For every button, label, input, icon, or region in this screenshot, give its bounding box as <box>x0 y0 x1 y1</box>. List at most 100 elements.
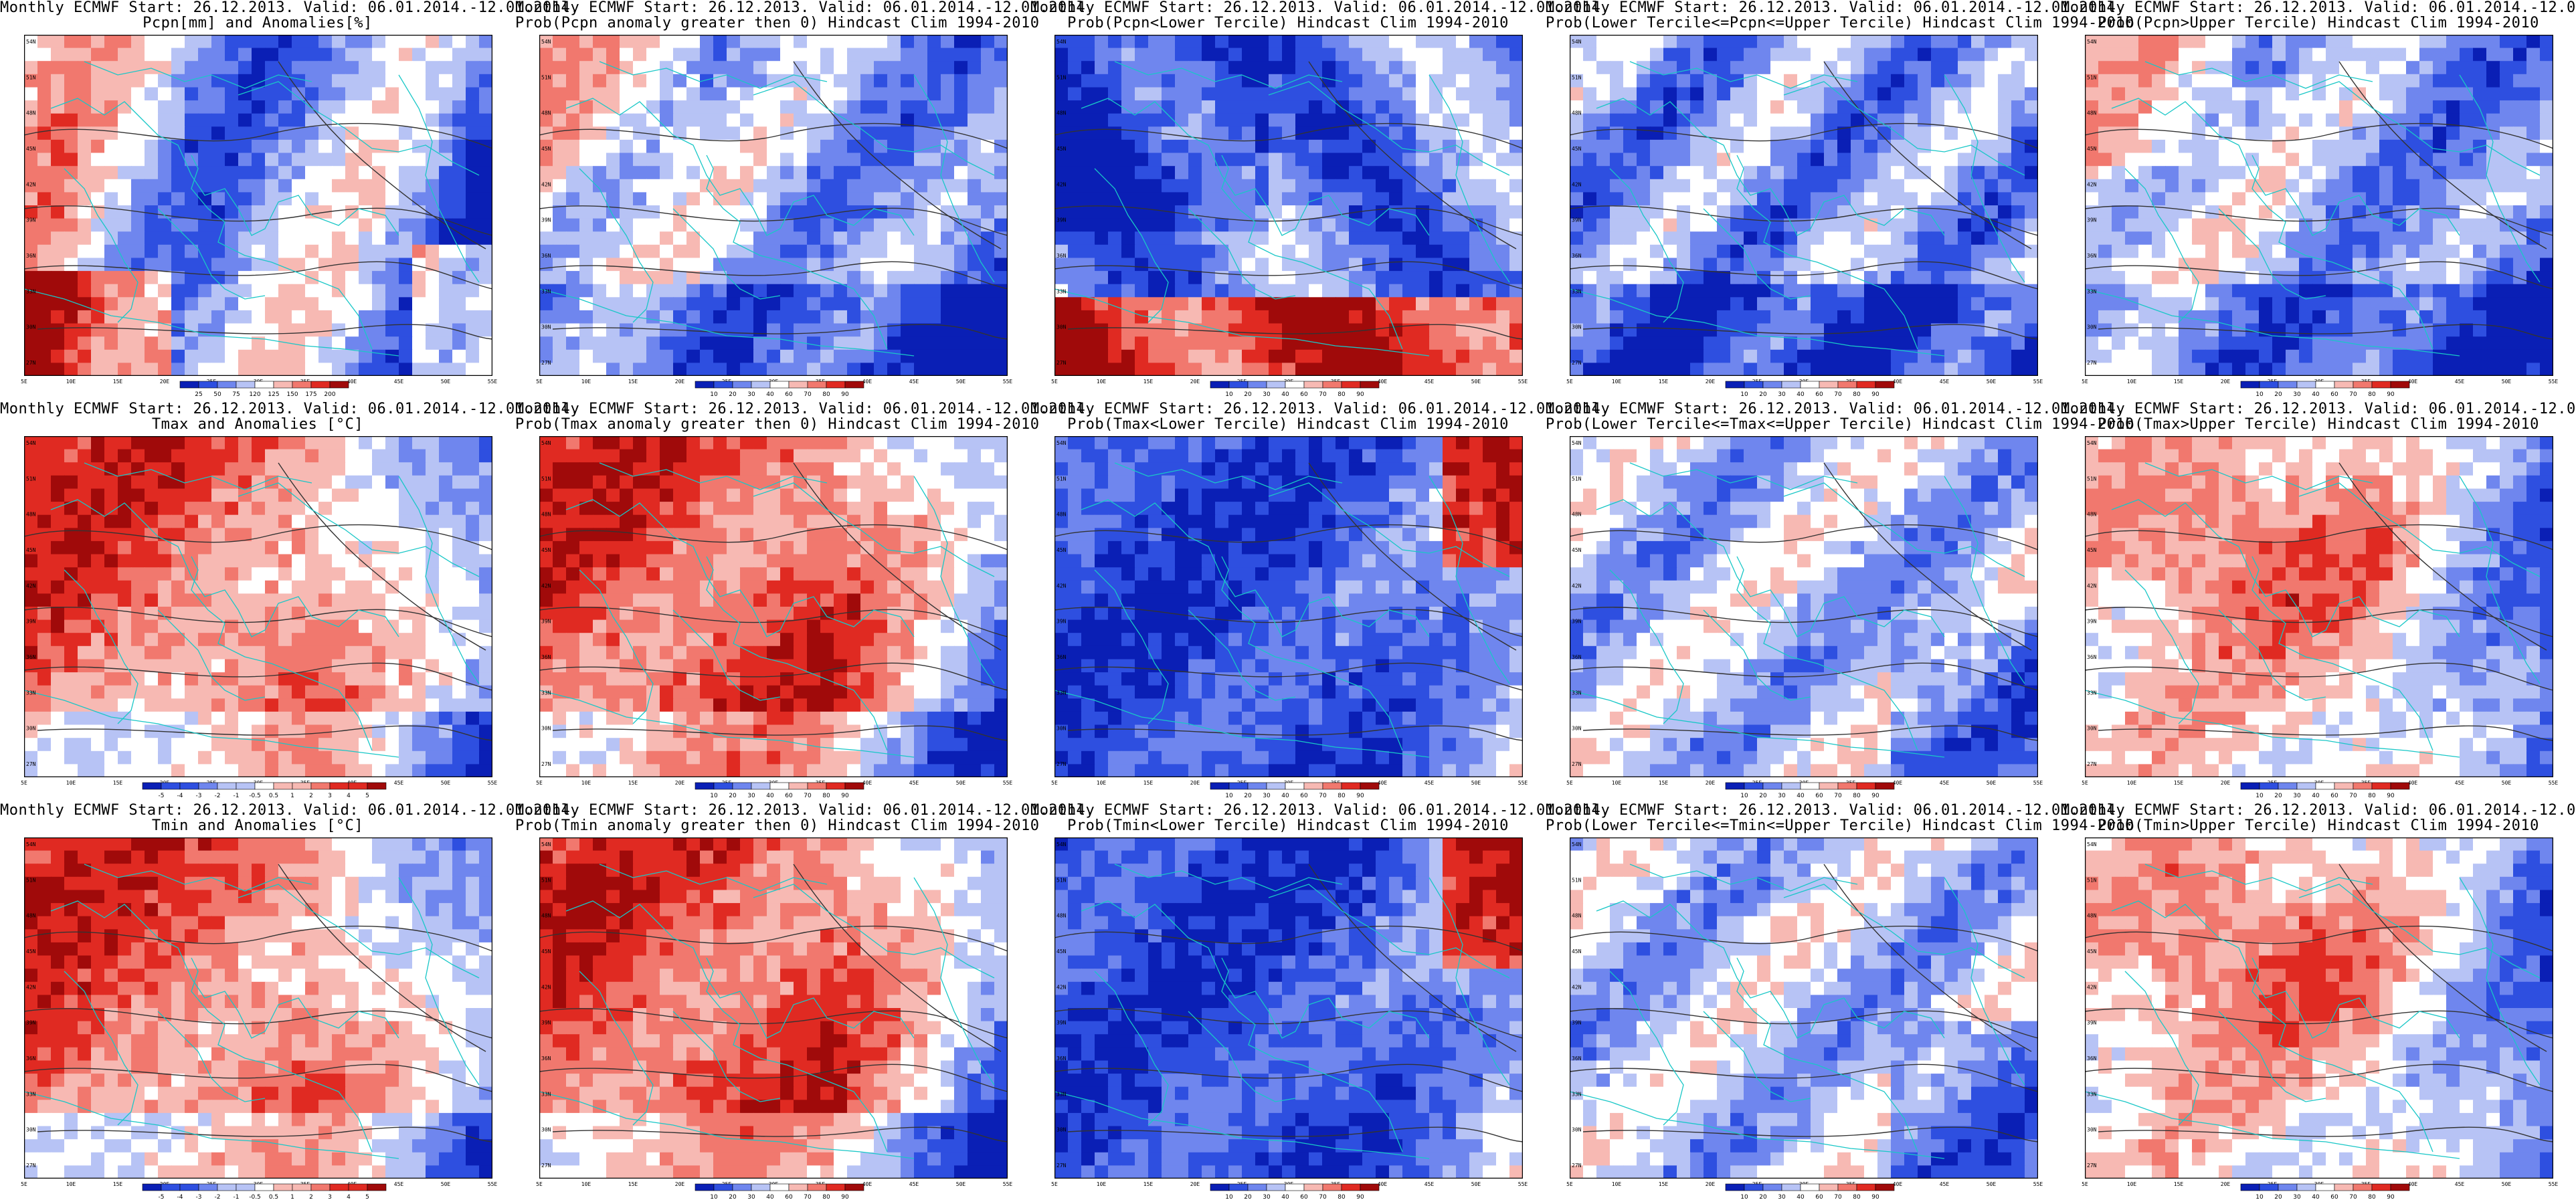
field-cell <box>2513 100 2527 114</box>
field-cell <box>927 297 941 311</box>
field-cell <box>1583 244 1597 259</box>
field-cell <box>252 231 266 245</box>
field-cell <box>145 74 159 88</box>
field-cell <box>794 244 808 259</box>
panel-title-line1: Monthly ECMWF Start: 26.12.2013. Valid: … <box>1546 0 2125 16</box>
field-cell <box>968 284 982 298</box>
field-cell <box>1931 87 1945 101</box>
field-cell <box>2419 310 2433 324</box>
field-cell <box>2179 74 2193 88</box>
field-cell <box>24 74 38 88</box>
field-cell <box>1389 363 1403 376</box>
field-cell <box>1162 126 1176 140</box>
field-cell <box>2379 153 2393 167</box>
field-cell <box>104 231 118 245</box>
field-cell <box>211 166 225 180</box>
field-cell <box>2259 297 2273 311</box>
field-cell <box>104 205 118 219</box>
field-cell <box>1162 61 1176 75</box>
coastline <box>2144 61 2373 89</box>
field-cell <box>359 126 373 140</box>
field-cell <box>452 244 466 259</box>
field-cell <box>238 113 252 128</box>
field-cell <box>466 153 480 167</box>
field-cell <box>1663 74 1677 88</box>
field-cell <box>1583 113 1597 128</box>
field-cell <box>727 87 741 101</box>
field-cell <box>2025 363 2038 376</box>
field-cell <box>1295 284 1309 298</box>
field-cell <box>225 323 239 337</box>
field-cell <box>1389 349 1403 364</box>
field-cell <box>1677 166 1691 180</box>
field-cell <box>24 179 38 193</box>
field-cell <box>2085 74 2099 88</box>
map-panel-pcpn-4: Monthly ECMWF Start: 26.12.2013. Valid: … <box>1546 0 2134 401</box>
field-cell <box>185 100 199 114</box>
field-cell <box>2379 126 2393 140</box>
field-cell <box>1188 179 1202 193</box>
field-cell <box>1623 244 1637 259</box>
field-cell <box>1135 153 1149 167</box>
field-cell <box>1958 153 1972 167</box>
field-cell <box>1429 363 1443 376</box>
field-cell <box>646 47 660 62</box>
field-cell <box>620 323 634 337</box>
field-cell <box>412 271 426 285</box>
field-cell <box>1402 284 1416 298</box>
field-cell <box>359 336 373 350</box>
field-cell <box>1135 244 1149 259</box>
lat-tick-label: 30N <box>26 324 36 330</box>
field-cell <box>1677 153 1691 167</box>
field-cell <box>372 244 386 259</box>
field-cell <box>305 35 319 49</box>
field-cell <box>385 61 399 75</box>
field-cell <box>553 100 567 114</box>
field-cell <box>1864 153 1878 167</box>
field-cell <box>727 218 741 232</box>
field-cell <box>198 35 212 49</box>
field-cell <box>1402 244 1416 259</box>
field-cell <box>2272 87 2286 101</box>
field-cell <box>412 323 426 337</box>
coastline <box>1429 74 1510 283</box>
field-cell <box>2286 166 2300 180</box>
field-cell <box>359 436 373 450</box>
field-cell <box>439 363 453 376</box>
field-cell <box>37 310 52 324</box>
field-cell <box>2393 244 2407 259</box>
field-cell <box>1095 271 1109 285</box>
field-cell <box>740 179 754 193</box>
field-cell <box>145 258 159 272</box>
field-cell <box>359 205 373 219</box>
field-cell <box>1784 35 1798 49</box>
field-cell <box>2192 113 2206 128</box>
coastline <box>565 98 915 236</box>
field-cell <box>2460 100 2474 114</box>
field-cell <box>686 35 701 49</box>
field-cell <box>981 192 995 206</box>
coastline <box>1703 208 1811 300</box>
field-cell <box>1269 35 1283 49</box>
field-cell <box>1509 166 1523 180</box>
field-cell <box>1162 231 1176 245</box>
field-cell <box>278 271 292 285</box>
field-cell <box>2232 363 2246 376</box>
field-cell <box>1135 297 1149 311</box>
field-cell <box>566 179 580 193</box>
field-cell <box>1797 271 1811 285</box>
field-cell <box>1054 323 1069 337</box>
field-cell <box>2500 192 2514 206</box>
field-cell <box>1362 139 1376 154</box>
field-cell <box>118 436 132 450</box>
field-cell <box>278 113 292 128</box>
field-cell <box>426 284 440 298</box>
field-cell <box>211 244 225 259</box>
field-cell <box>158 449 172 463</box>
field-cell <box>2232 349 2246 364</box>
field-cell <box>345 61 359 75</box>
field-cell <box>914 323 928 337</box>
field-cell <box>1483 205 1497 219</box>
field-cell <box>2419 47 2433 62</box>
field-cell <box>2540 74 2553 88</box>
